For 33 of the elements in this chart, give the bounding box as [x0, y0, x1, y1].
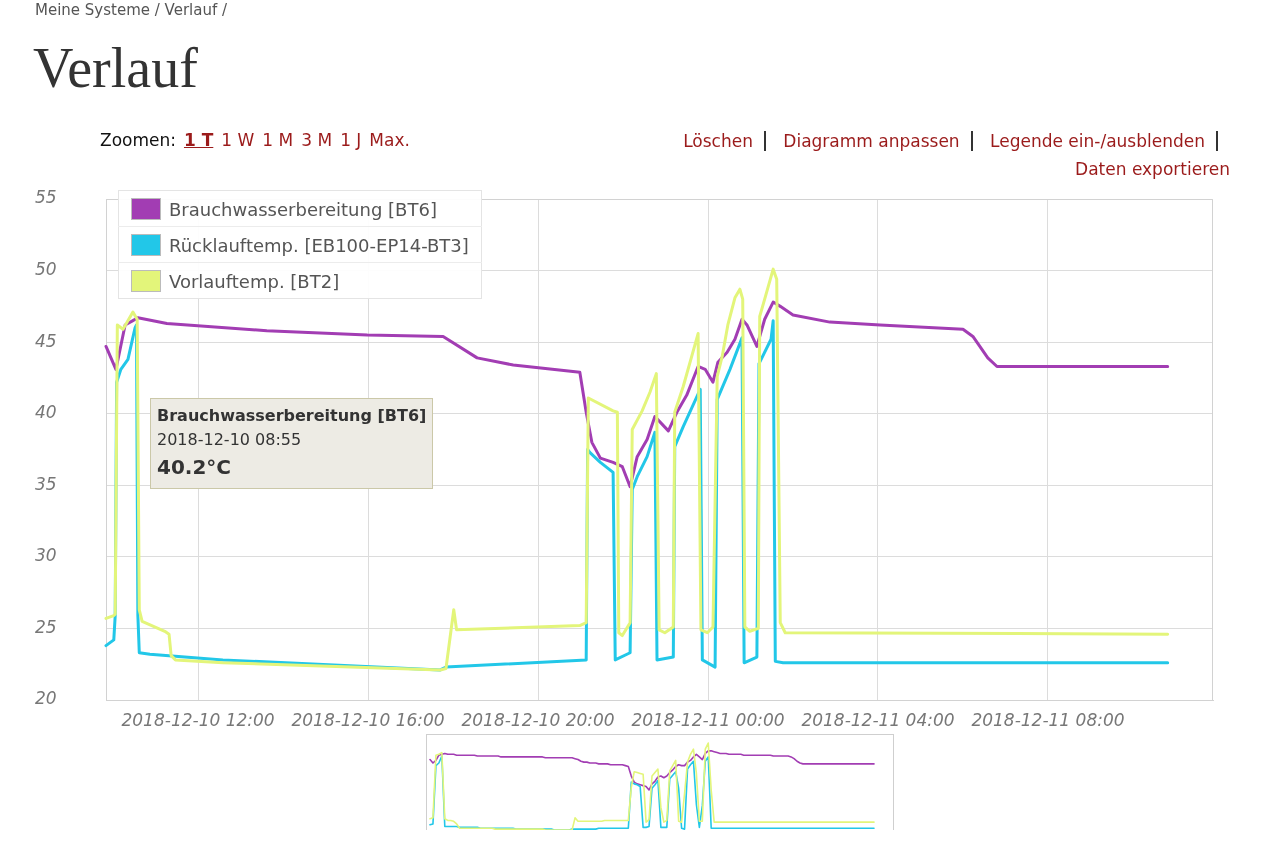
x-tick-label: 2018-12-10 16:00	[291, 709, 445, 730]
annotation: 2018-12-10 08:55	[157, 430, 302, 449]
y-tick-label: 40	[35, 402, 57, 423]
x-tick-label: 2018-12-10 20:00	[461, 709, 615, 730]
legend-label: Rücklauftemp. [EB100-EP14-BT3]	[169, 234, 469, 256]
y-tick-label: 35	[35, 473, 57, 494]
x-tick-label: 2018-12-11 08:00	[971, 709, 1125, 730]
text: Löschen	[683, 131, 753, 151]
text: Meine Systeme / Verlauf /	[35, 0, 228, 20]
text: 1 J	[340, 130, 362, 150]
legend-label: Brauchwasserbereitung [BT6]	[169, 198, 437, 220]
text: Daten exportieren	[1075, 159, 1230, 179]
y-tick-label: 30	[35, 545, 57, 566]
y-tick-label: 25	[35, 616, 57, 637]
y-tick-label: 45	[35, 330, 57, 351]
x-tick-label: 2018-12-11 04:00	[801, 709, 955, 730]
text: Max.	[369, 130, 410, 150]
text: Diagramm anpassen	[783, 131, 960, 151]
text: 1 T	[183, 130, 214, 150]
chart-title: Verlauf	[33, 36, 198, 100]
x-tick-label: 2018-12-11 00:00	[631, 709, 785, 730]
legend-label: Vorlauftemp. [BT2]	[169, 270, 340, 292]
text: Zoomen:	[100, 130, 176, 150]
annotation: Brauchwasserbereitung [BT6]	[157, 406, 427, 425]
y-tick-label: 50	[35, 258, 57, 279]
text: 3 M	[301, 130, 333, 150]
x-tick-label: 2018-12-10 12:00	[121, 709, 275, 730]
text: 1 W	[221, 130, 255, 150]
y-tick-label: 20	[35, 688, 57, 709]
y-tick-label: 55	[35, 187, 57, 208]
text: Legende ein-/ausblenden	[990, 131, 1205, 151]
text: 1 M	[262, 130, 294, 150]
annotation: 40.2°C	[157, 455, 232, 479]
